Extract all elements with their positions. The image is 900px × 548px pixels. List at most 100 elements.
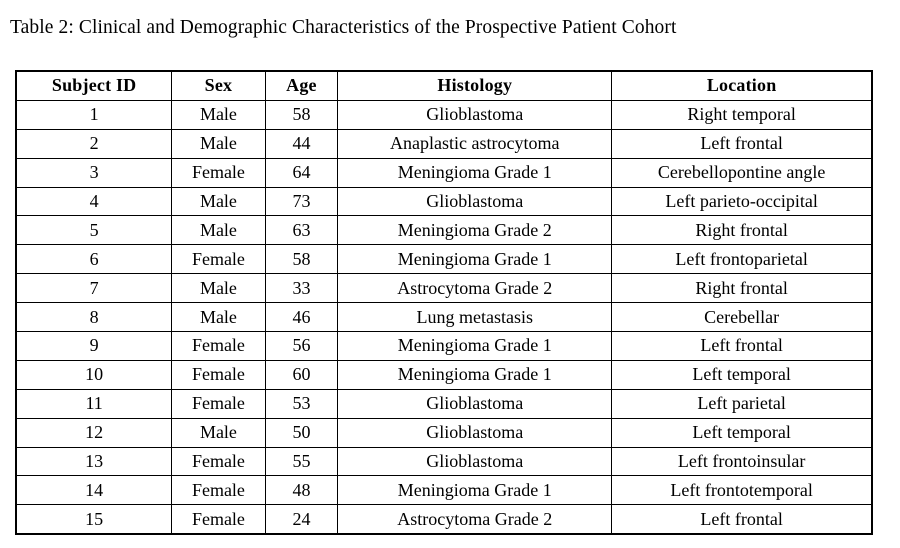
table-cell: Glioblastoma: [337, 186, 613, 217]
table-cell: Female: [171, 359, 266, 390]
table-cell: 7: [15, 273, 173, 304]
table-cell: Male: [171, 128, 266, 159]
table-cell: Right frontal: [611, 273, 873, 304]
table-row: 14 Female 48 Meningioma Grade 1 Left frontot…: [15, 475, 873, 506]
table-cell: 44: [264, 128, 339, 159]
table-cell: Left frontal: [611, 128, 873, 159]
table-cell: Left frontoinsular: [611, 446, 873, 477]
table-cell: 55: [264, 446, 339, 477]
table-cell: 8: [15, 302, 173, 333]
table-cell: 50: [264, 417, 339, 448]
table-cell: Anaplastic astrocytoma: [337, 128, 613, 159]
table-cell: Female: [171, 244, 266, 275]
table-cell: Left temporal: [611, 417, 873, 448]
table-cell: Cerebellopontine angle: [611, 157, 873, 188]
column-header: Location: [611, 70, 873, 101]
table-cell: 9: [15, 331, 173, 361]
column-header: Sex: [171, 70, 266, 101]
table-body: 1 Male 58 Glioblastoma Right temporal 2 Male 44…: [15, 99, 873, 535]
table-row: 9 Female 56 Meningioma Grade 1 Left frontal: [15, 331, 873, 361]
table-cell: Meningioma Grade 1: [337, 359, 613, 390]
table-cell: Male: [171, 417, 266, 448]
table-cell: 63: [264, 215, 339, 246]
table-cell: 24: [264, 504, 339, 535]
header-row: Subject ID Sex Age Histology Location: [15, 70, 873, 101]
table-cell: Left parieto-occipital: [611, 186, 873, 217]
table-header: Subject ID Sex Age Histology Location: [15, 70, 873, 101]
table-cell: 5: [15, 215, 173, 246]
table-cell: 12: [15, 417, 173, 448]
table-cell: Left temporal: [611, 359, 873, 390]
table-cell: Meningioma Grade 1: [337, 475, 613, 506]
table-cell: Meningioma Grade 1: [337, 331, 613, 361]
table-cell: 14: [15, 475, 173, 506]
table-row: 11 Female 53 Glioblastoma Left parietal: [15, 388, 873, 419]
table-row: 5 Male 63 Meningioma Grade 2 Right frontal: [15, 215, 873, 246]
table-cell: Meningioma Grade 1: [337, 244, 613, 275]
table-cell: 58: [264, 99, 339, 130]
table-cell: Glioblastoma: [337, 99, 613, 130]
table-cell: Right temporal: [611, 99, 873, 130]
table-cell: Male: [171, 273, 266, 304]
table-cell: 2: [15, 128, 173, 159]
table-cell: Lung metastasis: [337, 302, 613, 333]
table-row: 1 Male 58 Glioblastoma Right temporal: [15, 99, 873, 130]
table-row: 2 Male 44 Anaplastic astrocytoma Left fronta…: [15, 128, 873, 159]
table-cell: Glioblastoma: [337, 417, 613, 448]
table-cell: 48: [264, 475, 339, 506]
table-cell: 73: [264, 186, 339, 217]
column-header: Age: [264, 70, 339, 101]
table-cell: Male: [171, 186, 266, 217]
table-row: 12 Male 50 Glioblastoma Left temporal: [15, 417, 873, 448]
table-cell: 1: [15, 99, 173, 130]
table-cell: 3: [15, 157, 173, 188]
table-cell: 6: [15, 244, 173, 275]
patient-cohort-table: Subject ID Sex Age Histology Location 1 Male 5…: [15, 70, 873, 536]
column-header: Subject ID: [15, 70, 173, 101]
table-row: 6 Female 58 Meningioma Grade 1 Left frontopa…: [15, 244, 873, 275]
table-cell: 60: [264, 359, 339, 390]
table-cell: 53: [264, 388, 339, 419]
table-row: 13 Female 55 Glioblastoma Left frontoinsular: [15, 446, 873, 477]
table-cell: 15: [15, 504, 173, 535]
table-cell: Female: [171, 388, 266, 419]
table-cell: Female: [171, 331, 266, 361]
table-cell: Astrocytoma Grade 2: [337, 273, 613, 304]
table-cell: 13: [15, 446, 173, 477]
table-cell: 33: [264, 273, 339, 304]
table-cell: Glioblastoma: [337, 388, 613, 419]
table-cell: Left frontal: [611, 504, 873, 535]
table-cell: Meningioma Grade 2: [337, 215, 613, 246]
table-row: 4 Male 73 Glioblastoma Left parieto-occipita…: [15, 186, 873, 217]
table-row: 7 Male 33 Astrocytoma Grade 2 Right frontal: [15, 273, 873, 304]
table-cell: 46: [264, 302, 339, 333]
table-cell: Male: [171, 302, 266, 333]
table-cell: Cerebellar: [611, 302, 873, 333]
table-cell: Female: [171, 504, 266, 535]
table-cell: Male: [171, 99, 266, 130]
table-cell: 58: [264, 244, 339, 275]
table-cell: 10: [15, 359, 173, 390]
table-caption: Table 2: Clinical and Demographic Charac…: [10, 17, 677, 38]
table-cell: 4: [15, 186, 173, 217]
table-cell: Left frontotemporal: [611, 475, 873, 506]
table-cell: Male: [171, 215, 266, 246]
table-row: 15 Female 24 Astrocytoma Grade 2 Left fronta…: [15, 504, 873, 535]
table-cell: Left frontoparietal: [611, 244, 873, 275]
table-cell: Meningioma Grade 1: [337, 157, 613, 188]
table-cell: 11: [15, 388, 173, 419]
table-cell: 56: [264, 331, 339, 361]
column-header: Histology: [337, 70, 613, 101]
table-cell: Right frontal: [611, 215, 873, 246]
table-cell: Left parietal: [611, 388, 873, 419]
table-cell: Female: [171, 446, 266, 477]
table-row: 3 Female 64 Meningioma Grade 1 Cerebellopont…: [15, 157, 873, 188]
table-cell: Left frontal: [611, 331, 873, 361]
table-cell: 64: [264, 157, 339, 188]
table-row: 8 Male 46 Lung metastasis Cerebellar: [15, 302, 873, 333]
table-row: 10 Female 60 Meningioma Grade 1 Left tempora…: [15, 359, 873, 390]
table-cell: Female: [171, 157, 266, 188]
table-cell: Astrocytoma Grade 2: [337, 504, 613, 535]
table-cell: Female: [171, 475, 266, 506]
